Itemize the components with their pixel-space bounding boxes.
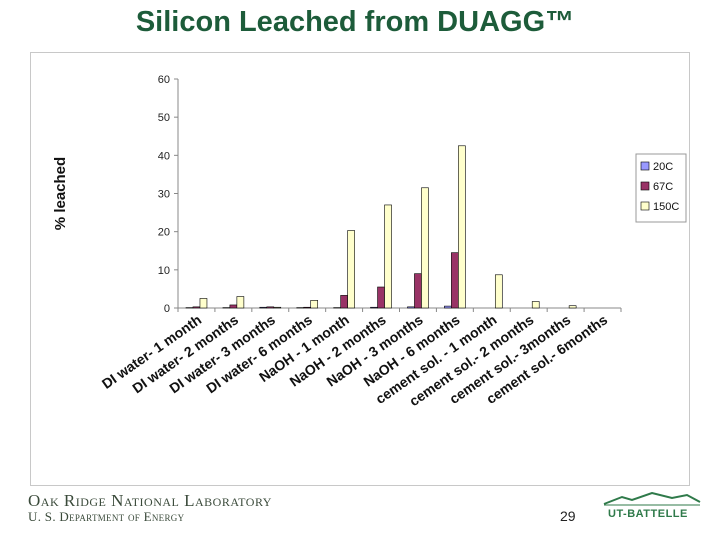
legend-label: 67C <box>653 181 673 193</box>
mountain-logo-icon <box>603 492 701 506</box>
bar <box>340 295 348 309</box>
bar <box>259 306 268 309</box>
bar <box>266 306 275 309</box>
logo-text: UT-BATTELLE <box>608 508 688 520</box>
y-tick-label: 0 <box>164 303 170 315</box>
y-tick-label: 60 <box>158 74 170 86</box>
bar <box>568 305 577 309</box>
bar <box>407 306 415 309</box>
bar <box>236 296 245 309</box>
bar <box>444 305 452 309</box>
bar <box>199 298 208 309</box>
bar <box>384 204 392 309</box>
bar <box>273 306 282 309</box>
y-axis-label-group: % leached <box>52 157 69 230</box>
bar <box>458 145 466 309</box>
bar <box>414 273 422 309</box>
legend-swatch <box>640 181 650 191</box>
bar <box>377 286 385 309</box>
y-tick-label: 10 <box>158 265 170 277</box>
y-tick-label: 30 <box>158 189 170 201</box>
legend-swatch <box>640 161 650 171</box>
footer-organization: Oak Ridge National Laboratory U. S. Depa… <box>28 492 272 523</box>
bar <box>192 306 201 309</box>
legend: 20C 67C 150C <box>635 153 687 223</box>
bar <box>310 300 319 309</box>
y-axis-label: % leached <box>52 157 69 230</box>
bar <box>370 306 378 309</box>
page-number: 29 <box>560 508 576 524</box>
bar <box>494 274 503 309</box>
y-tick-label: 50 <box>158 112 170 124</box>
org-department: U. S. Department of Energy <box>28 508 185 524</box>
legend-label: 20C <box>653 161 673 173</box>
bar <box>347 230 355 309</box>
y-tick-label: 40 <box>158 150 170 162</box>
bar <box>421 187 429 309</box>
bar <box>303 306 312 309</box>
bar <box>229 304 238 309</box>
legend-label: 150C <box>653 201 679 213</box>
legend-swatch <box>640 201 650 211</box>
org-name: Oak Ridge National Laboratory <box>28 491 272 510</box>
slide-title: Silicon Leached from DUAGG™ <box>135 6 575 38</box>
y-tick-label: 20 <box>158 227 170 239</box>
bar <box>451 252 459 309</box>
bar <box>531 301 540 309</box>
chart-frame: % leached 0 10 20 30 40 50 60 DI water- 1 month… <box>30 52 690 486</box>
